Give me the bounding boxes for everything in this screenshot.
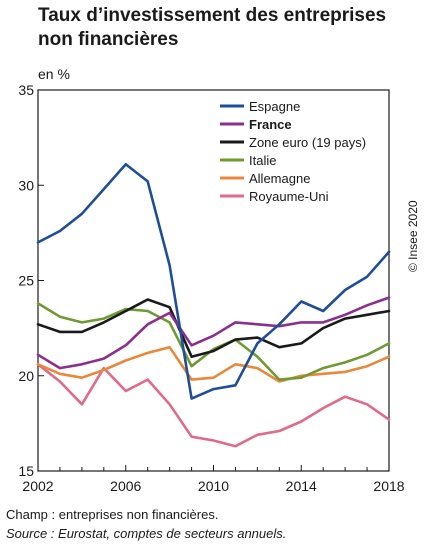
y-tick-label: 15 [18,463,34,479]
y-tick-label: 20 [18,368,34,384]
y-tick-label: 35 [18,82,34,98]
axes: 15 20 25 30 35 2002 2006 2010 2014 2018 [18,82,404,494]
y-axis-label: en % [38,66,70,82]
series-line-royaume-uni [36,362,391,448]
legend-label: Italie [249,153,276,168]
chart-title: Taux d’investissement des entreprises no… [38,5,387,50]
x-tick-label: 2006 [110,478,141,494]
footer-source: Source : Eurostat, comptes de secteurs a… [6,526,287,541]
y-tick-label: 25 [18,273,34,289]
legend-label: France [249,117,292,132]
series-line-allemagne [36,345,391,383]
legend-label: Royaume-Uni [249,189,329,204]
legend-label: Espagne [249,99,300,114]
series-line-france [36,296,391,370]
y-tick-label: 30 [18,177,34,193]
legend-label: Allemagne [249,171,310,186]
legend: Espagne France Zone euro (19 pays) Italie Al… [220,99,366,204]
series-layer [36,163,391,448]
legend-label: Zone euro (19 pays) [249,135,366,150]
series-line-zone-euro-19-pays [36,298,391,359]
credit-text: © Insee 2020 [406,200,420,272]
x-tick-label: 2010 [198,478,229,494]
footer-champ: Champ : entreprises non financières. [6,507,219,522]
x-tick-label: 2002 [22,478,53,494]
series-line-italie [36,302,391,381]
series-line-espagne [36,163,391,400]
x-tick-label: 2018 [373,478,404,494]
x-tick-label: 2014 [286,478,317,494]
